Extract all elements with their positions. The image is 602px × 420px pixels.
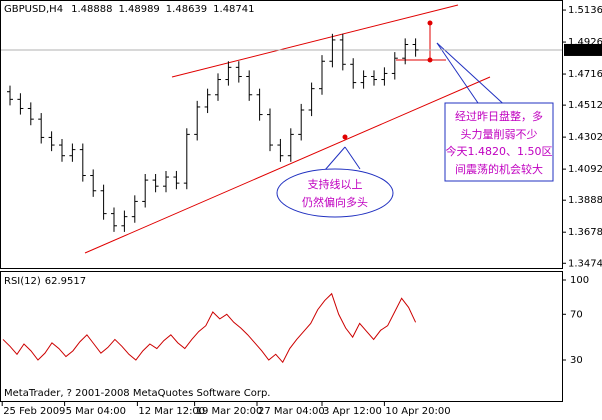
chart-header: GBPUSD,H4 1.48888 1.48989 1.48639 1.48741 [4, 4, 255, 15]
annotation-text: 仍然偏向多头 [302, 195, 368, 209]
rsi-line [2, 292, 417, 364]
y-tick-label: 1.45120 [568, 100, 602, 111]
annotation-text: 支持线以上 [308, 177, 363, 191]
y-tick-label: 1.34740 [568, 258, 602, 269]
current-price-label: 1.48741 [567, 45, 602, 56]
y-tick-label: 1.40920 [568, 164, 602, 175]
channel-upper [171, 4, 459, 78]
annotation-box [444, 102, 554, 182]
marker-dot [427, 57, 433, 63]
main-panel [0, 0, 563, 269]
annotation-text: 间震荡的机会较大 [455, 162, 543, 176]
footer: MetaTrader, ? 2001-2008 MetaQuotes Softw… [4, 388, 270, 399]
header-open: 1.48888 [71, 4, 112, 15]
rsi-header: RSI(12) 62.9517 [4, 276, 86, 287]
rsi-panel [0, 271, 563, 402]
y-tick-label: 1.51360 [568, 5, 602, 16]
current-price-box [564, 43, 602, 56]
channel-lower [84, 76, 491, 254]
marker-dot [427, 20, 433, 26]
x-tick-label: 25 Feb 2009 [3, 406, 65, 417]
callout-line [344, 146, 361, 170]
x-tick-label: 10 Apr 20:00 [385, 406, 450, 417]
y-tick-label: 1.36780 [568, 227, 602, 238]
x-tick-label: 27 Mar 04:00 [258, 406, 325, 417]
x-tick-label: 5 Mar 04:00 [66, 406, 126, 417]
header-high: 1.48989 [118, 4, 159, 15]
y-tick-label: 1.43020 [568, 132, 602, 143]
annotation-text: 头力量削弱不少 [461, 127, 538, 141]
header-low: 1.48639 [166, 4, 207, 15]
x-tick-label: 3 Apr 12:00 [323, 406, 382, 417]
header-close: 1.48741 [213, 4, 254, 15]
y-tick-label: 1.38880 [568, 195, 602, 206]
symbol: GBPUSD,H4 [4, 4, 63, 15]
x-tick-label: 19 Mar 20:00 [196, 406, 263, 417]
rsi-tick-label: 100 [570, 275, 589, 286]
marker-dot [342, 134, 348, 140]
rsi-tick-label: 30 [570, 355, 583, 366]
annotation-text: 今天1.4820、1.50区 [446, 144, 553, 158]
x-tick-label: 12 Mar 12:00 [138, 406, 205, 417]
callout-line [436, 42, 479, 104]
annotation-text: 经过昨日盘整，多 [455, 109, 543, 123]
rsi-value: 62.9517 [45, 276, 86, 287]
y-tick-label: 1.49260 [568, 37, 602, 48]
y-tick-label: 1.47160 [568, 69, 602, 80]
annotation-ellipse [276, 168, 394, 218]
rsi-name: RSI(12) [4, 276, 41, 287]
callout-line [324, 146, 346, 171]
rsi-tick-label: 70 [570, 309, 583, 320]
callout-line [436, 42, 511, 111]
